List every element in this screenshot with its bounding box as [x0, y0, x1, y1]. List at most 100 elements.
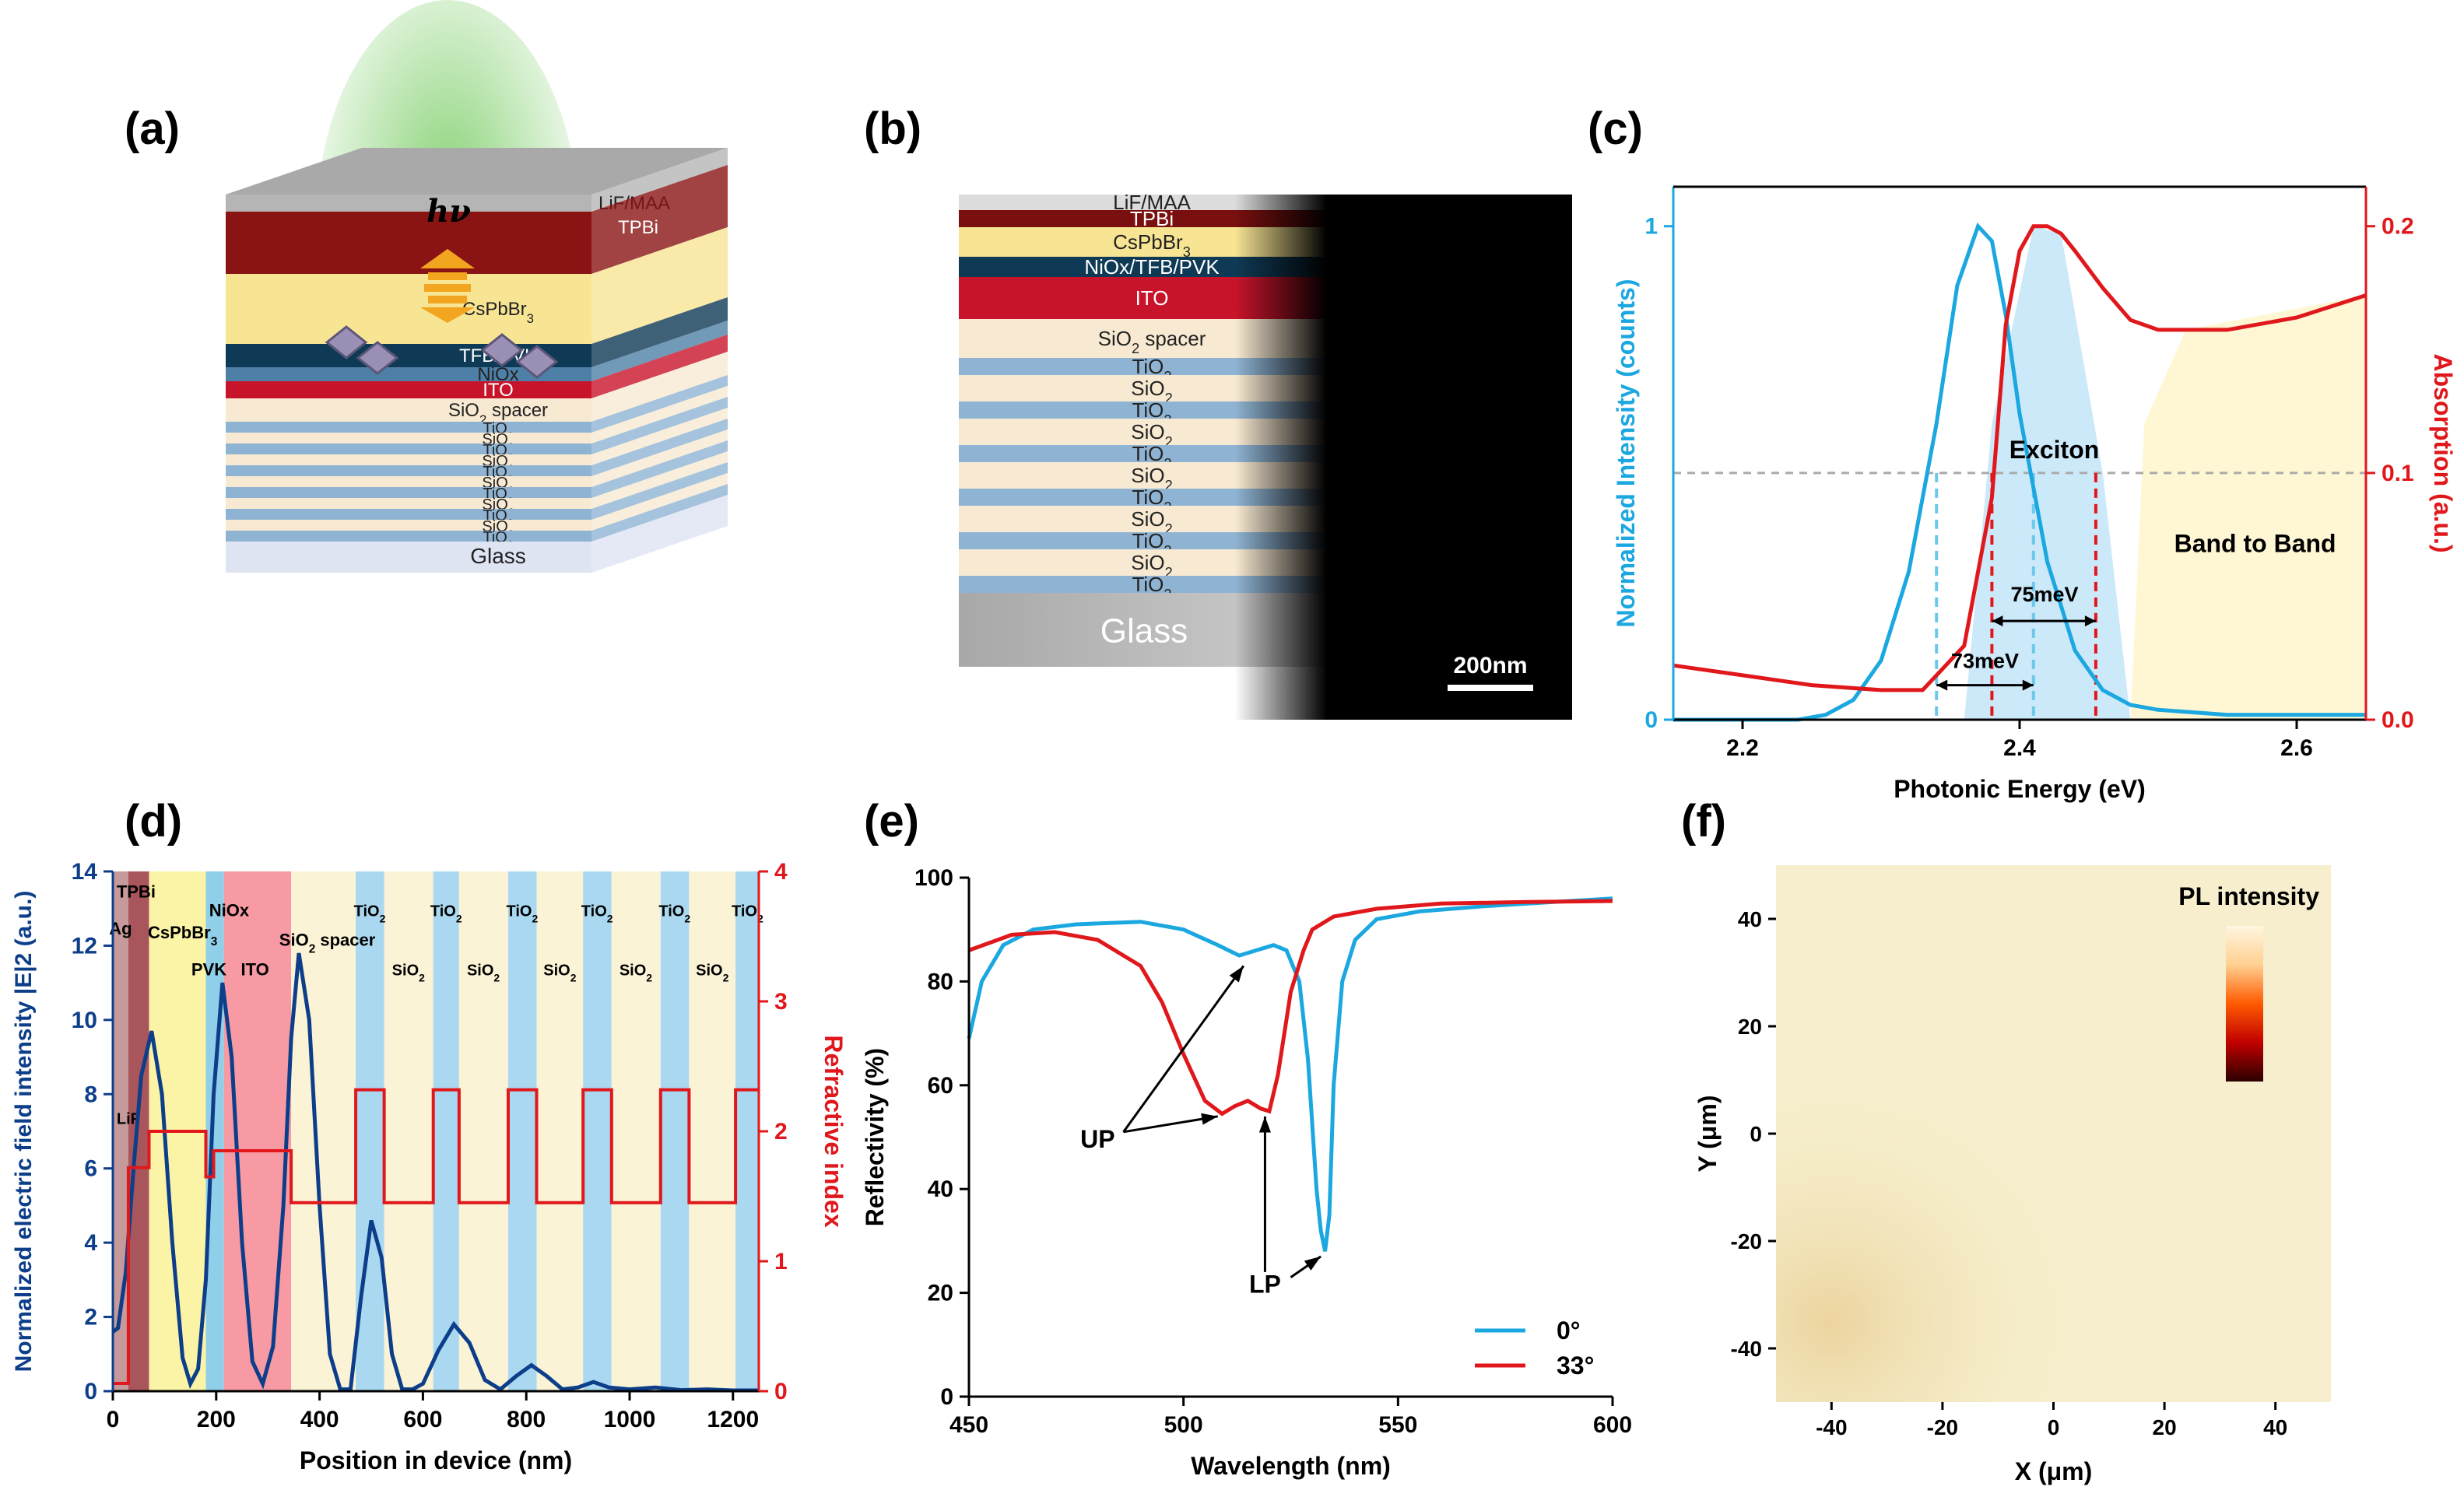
layer-front	[226, 487, 591, 498]
layer-side	[591, 148, 728, 212]
layer-band	[507, 871, 537, 1391]
x-tick-label: 0	[107, 1407, 120, 1432]
series-line-1	[968, 899, 1613, 1117]
scalebar	[1448, 685, 1533, 691]
layer-band	[583, 871, 612, 1391]
arrow-lp-2-head	[1304, 1256, 1322, 1271]
x-tick-label: 20	[2153, 1415, 2177, 1439]
layer-label: SiO2 spacer	[279, 930, 376, 955]
arrow-73mev-head-l	[1936, 679, 1948, 691]
y-tick-label: 4	[84, 1230, 97, 1256]
x-tick-label: 500	[1164, 1412, 1203, 1438]
chart-f: PL intensity -40 -20 0 20 40 -40 -20 0 20 40 X (μm)…	[1694, 865, 2331, 1485]
layer-label: SiO2	[696, 962, 728, 984]
y-tick-label: 40	[1738, 907, 1762, 931]
x-axis-label: Photonic Energy (eV)	[1894, 775, 2146, 803]
x-tick-label: 550	[1378, 1412, 1417, 1438]
layer-side	[591, 429, 728, 487]
colorbar	[2226, 926, 2263, 1082]
layer-front	[226, 454, 591, 465]
y2-tick-label: 3	[774, 989, 788, 1015]
arrow-up-2-head	[1201, 1113, 1218, 1125]
layer-label: TiO2	[658, 903, 690, 924]
colorbar-label: PL intensity	[2178, 882, 2319, 910]
x-tick-label: 200	[197, 1407, 236, 1432]
y-axis-label: Y (μm)	[1694, 1096, 1722, 1173]
label-exciton: Exciton	[2009, 436, 2100, 464]
label-lp: LP	[1249, 1271, 1281, 1299]
y2-axis-label: Absorption (a.u.)	[2429, 354, 2457, 553]
layer-front	[226, 498, 591, 509]
layer-side	[591, 484, 728, 542]
band-to-band-area	[2130, 295, 2366, 720]
y-tick-label: 14	[72, 859, 98, 885]
layer-label: NiOx	[209, 900, 250, 920]
layer-front	[226, 509, 591, 520]
x-tick-label: 600	[1593, 1412, 1632, 1438]
layer-label: SiO2	[467, 962, 500, 984]
layer-side	[591, 165, 728, 274]
device-schematic: LiF/MAATPBiCsPbBr3TFB/PVKNiOxITOSiO2 spa…	[226, 0, 728, 573]
layer-front	[226, 433, 591, 443]
layer-label: TiO2	[507, 903, 539, 924]
arrow-73mev-head-r	[2022, 679, 2034, 691]
layer-side	[591, 321, 728, 381]
layer-front	[226, 212, 591, 274]
layer-label: TiO2	[354, 903, 386, 924]
layer-label: SiO2	[543, 962, 576, 984]
x-axis-label: X (μm)	[2015, 1457, 2093, 1485]
y2-tick-label: 0	[774, 1379, 788, 1404]
layer-band	[213, 871, 224, 1391]
y2-axis-label: Refractive index	[820, 1035, 848, 1227]
y-axis-label: Reflectivity (%)	[861, 1048, 889, 1226]
x-tick-label: 1000	[604, 1407, 656, 1432]
series-line-0	[1673, 222, 2366, 722]
y-tick-label: 60	[928, 1073, 953, 1099]
layer-front	[226, 195, 591, 212]
layer-label: SiO2	[620, 962, 652, 984]
series-line-0	[967, 896, 1613, 1252]
x-tick-label: 1200	[707, 1407, 759, 1432]
layer-band	[689, 871, 736, 1391]
y-tick-label: 80	[928, 969, 953, 994]
y-tick-label: 0	[1644, 707, 1658, 733]
y-tick-label: 100	[914, 865, 953, 891]
exciton-area	[1964, 226, 2131, 720]
layer-stack: LiF/MAATPBiCsPbBr3TFB/PVKNiOxITOSiO2 spa…	[226, 148, 728, 573]
layer-front	[226, 476, 591, 487]
layer-front	[226, 443, 591, 454]
panel-b-label: (b)	[864, 103, 921, 154]
layer-front	[226, 465, 591, 476]
layer-band	[113, 871, 128, 1391]
y-tick-label: 2	[84, 1305, 97, 1330]
arrow-75mev-head-l	[1992, 615, 2003, 627]
layer-band	[205, 871, 214, 1391]
layer-label: TiO2	[430, 903, 462, 924]
panel-a-label: (a)	[125, 103, 180, 154]
layer-label: Glass	[470, 544, 526, 568]
layer-side	[591, 335, 728, 398]
layer-band	[536, 871, 584, 1391]
x-axis-label: Wavelength (nm)	[1191, 1452, 1391, 1480]
y-tick-label: -40	[1731, 1337, 1762, 1361]
y-tick-label: 20	[928, 1281, 953, 1306]
panel-f-label: (f)	[1681, 796, 1726, 847]
layer-side	[591, 419, 728, 476]
layer-band	[291, 871, 356, 1391]
series-line-0	[111, 952, 759, 1393]
x-tick-label: 600	[403, 1407, 442, 1432]
layer-front	[226, 398, 591, 422]
x-tick-label: 2.6	[2280, 735, 2313, 761]
chart-c: 75meV 73meV Exciton Band to Band 2.2 2.4 2.6 0 1…	[1612, 185, 2457, 803]
layer-label: TiO2	[732, 903, 763, 924]
layer-side	[591, 375, 728, 433]
hv-label: hν	[426, 193, 471, 230]
y-tick-label: 40	[928, 1176, 953, 1202]
layer-label: CsPbBr3	[148, 923, 217, 948]
layer-side	[591, 495, 728, 573]
layer-label: TPBi	[117, 882, 156, 901]
y2-tick-label: 2	[774, 1119, 788, 1145]
layer-label: LiF	[117, 1110, 140, 1127]
